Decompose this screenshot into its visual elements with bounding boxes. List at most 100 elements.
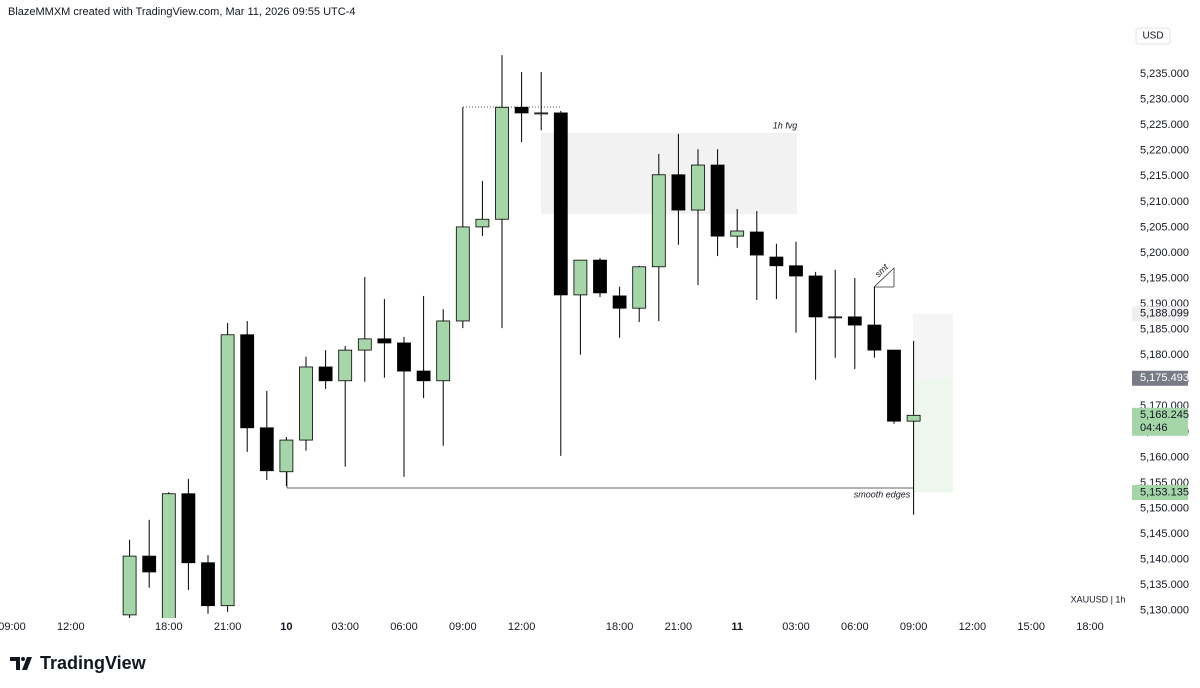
x-tick-label: 12:00 (508, 621, 536, 633)
x-tick-label: 03:00 (782, 621, 810, 633)
price-label-box (1132, 370, 1188, 386)
price-label: 5,168.245 (1140, 409, 1189, 421)
candle-body (612, 295, 627, 309)
y-tick-label: 5,185.000 (1140, 324, 1189, 336)
candle-body (318, 366, 333, 382)
candle-body (181, 493, 196, 564)
y-tick-label: 5,135.000 (1140, 579, 1189, 591)
x-tick-label: 03:00 (331, 621, 359, 633)
candle-body (475, 218, 490, 228)
logo-icon (10, 657, 32, 670)
candle-body (436, 320, 451, 382)
x-tick-label: 09:00 (449, 621, 477, 633)
candle-body (887, 349, 901, 422)
candle-body (220, 334, 235, 607)
y-tick-label: 5,150.000 (1140, 502, 1189, 514)
candle-body (161, 493, 176, 618)
fvg-zone (541, 133, 797, 214)
candle-body (416, 370, 431, 382)
chart-title: BlazeMMXM created with TradingView.com, … (8, 6, 355, 18)
candle-body (730, 230, 745, 237)
candle-body (279, 439, 294, 473)
candle-body (377, 338, 392, 344)
candle-body (789, 265, 803, 277)
annotation: smooth edges (854, 489, 911, 499)
x-tick-label: 18:00 (155, 621, 183, 633)
x-tick-label: 15:00 (1017, 621, 1045, 633)
watermark: TradingView (40, 653, 147, 673)
candle-body (593, 259, 607, 294)
candle-body (847, 316, 862, 326)
y-tick-label: 5,225.000 (1140, 119, 1189, 131)
x-tick-label: 12:00 (57, 621, 85, 633)
candle-body (808, 275, 823, 318)
candle-body (573, 259, 588, 296)
y-tick-label: 5,210.000 (1140, 196, 1189, 208)
candle-body (122, 555, 137, 616)
x-tick-label: 21:00 (214, 621, 242, 633)
candle-body (259, 427, 274, 472)
x-tick-label: 12:00 (959, 621, 987, 633)
candle-body (867, 324, 882, 351)
candle-body (397, 342, 411, 372)
annotation: 1h fvg (773, 120, 798, 130)
candle-body (495, 106, 509, 220)
position-risk (913, 313, 953, 379)
x-tick-label: 06:00 (841, 621, 869, 633)
price-label-box (1132, 306, 1188, 322)
candle-body (338, 349, 353, 382)
candle-body (691, 164, 705, 211)
candle-body (299, 366, 313, 441)
x-tick-label: 09:00 (900, 621, 928, 633)
logo-icon (21, 657, 25, 661)
candle-body (651, 174, 666, 268)
y-tick-label: 5,235.000 (1140, 68, 1189, 80)
x-tick-label: 18:00 (1076, 621, 1104, 633)
candle-body (455, 226, 470, 322)
y-tick-label: 5,145.000 (1140, 528, 1189, 540)
currency-box (1135, 27, 1171, 45)
x-tick-label: 18:00 (606, 621, 634, 633)
candle-body (142, 555, 157, 573)
candle-body (710, 164, 725, 237)
y-tick-label: 5,230.000 (1140, 94, 1189, 106)
candle-body (534, 112, 549, 115)
y-tick-label: 5,140.000 (1140, 554, 1189, 566)
y-tick-label: 5,220.000 (1140, 145, 1189, 157)
candle-body (201, 562, 215, 607)
x-tick-label: 11 (731, 621, 743, 633)
x-tick-label: 10 (280, 621, 292, 633)
currency: USD (1142, 31, 1163, 42)
candle-body (240, 334, 255, 429)
price-label-box (1132, 485, 1188, 501)
candle-body (906, 414, 921, 422)
countdown: 04:46 (1140, 422, 1168, 434)
price-label: 5,175.493 (1140, 372, 1189, 384)
candle-body (769, 256, 784, 267)
y-tick-label: 5,205.000 (1140, 221, 1189, 233)
x-tick-label: 09:00 (0, 621, 26, 633)
symbol: XAUUSD | 1h (1071, 594, 1126, 604)
candle-body (514, 106, 529, 114)
price-label: 5,188.099 (1140, 308, 1189, 320)
candle-body (828, 316, 843, 319)
candle-body (357, 338, 372, 351)
candle-body (749, 231, 764, 256)
y-tick-label: 5,200.000 (1140, 247, 1189, 259)
x-tick-label: 06:00 (390, 621, 418, 633)
y-tick-label: 5,180.000 (1140, 349, 1189, 361)
price-label-box (1132, 407, 1188, 436)
y-tick-label: 5,195.000 (1140, 272, 1189, 284)
smt-line (873, 267, 895, 288)
x-tick-label: 21:00 (665, 621, 693, 633)
y-tick-label: 5,160.000 (1140, 451, 1189, 463)
logo: TradingView (10, 653, 147, 673)
y-tick-label: 5,130.000 (1140, 605, 1189, 617)
candle-body (632, 266, 647, 309)
price-label: 5,153.135 (1140, 486, 1189, 498)
y-tick-label: 5,215.000 (1140, 170, 1189, 182)
position-target (913, 378, 953, 493)
candle-body (553, 112, 568, 296)
